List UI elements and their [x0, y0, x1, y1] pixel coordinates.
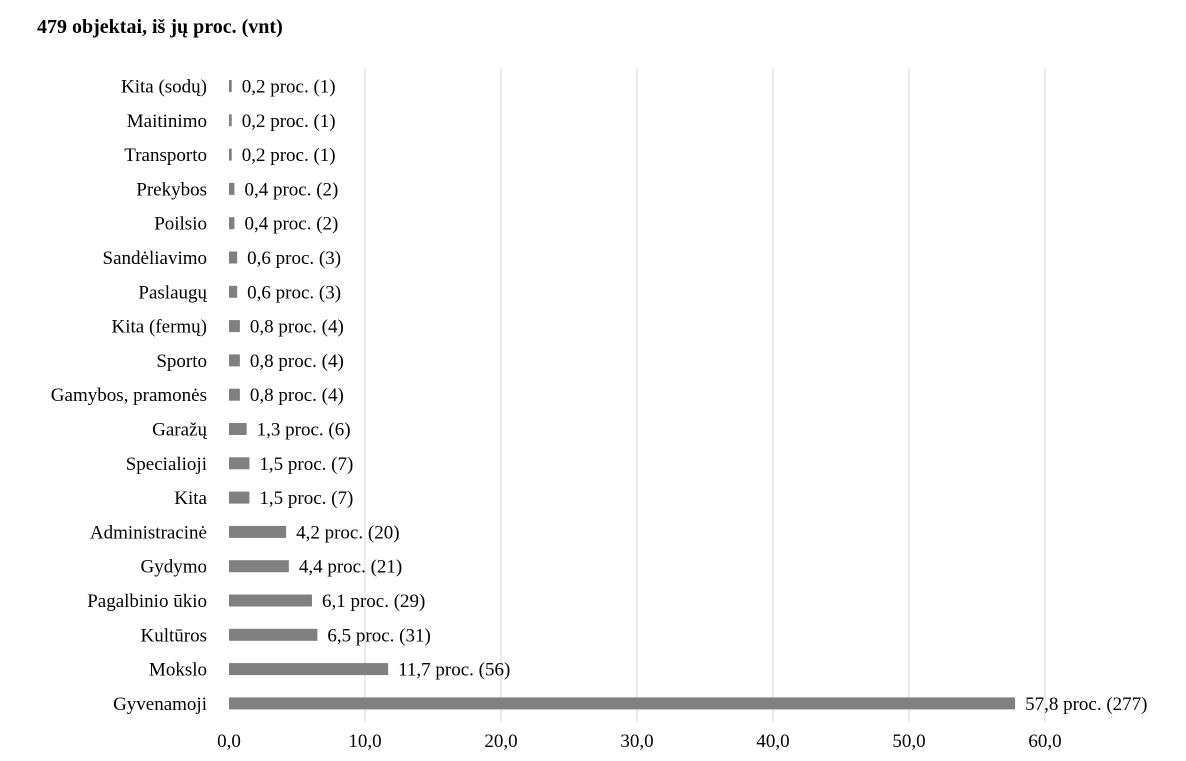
data-label: 1,5 proc. (7) — [259, 454, 353, 475]
category-label: Gamybos, pramonės — [51, 385, 207, 406]
bars — [229, 80, 1016, 710]
data-label: 57,8 proc. (277) — [1025, 694, 1147, 715]
category-label: Kultūros — [141, 625, 208, 646]
x-tick-label: 10,0 — [348, 731, 381, 752]
bar — [229, 80, 232, 92]
bar — [229, 148, 232, 161]
bar — [229, 251, 238, 264]
category-label: Kita (sodų) — [121, 77, 207, 98]
x-tick-label: 30,0 — [620, 731, 653, 752]
bar — [229, 457, 250, 470]
bar — [229, 423, 247, 435]
category-labels: Kita (sodų) Maitinimo Transporto Prekybos Po… — [51, 77, 208, 715]
category-label: Specialioji — [126, 454, 207, 475]
bar — [229, 594, 312, 607]
bar — [229, 491, 250, 504]
bar — [229, 388, 240, 401]
data-label: 11,7 proc. (56) — [398, 660, 510, 681]
category-label: Transporto — [124, 145, 207, 166]
x-axis-ticks: 0,0 10,0 20,0 30,0 40,0 50,0 60,0 — [217, 731, 1062, 752]
bar — [229, 182, 235, 195]
data-label: 0,6 proc. (3) — [247, 282, 341, 303]
x-tick-label: 40,0 — [756, 731, 789, 752]
category-label: Kita (fermų) — [112, 317, 207, 338]
bar — [229, 320, 240, 333]
bar — [229, 663, 389, 676]
category-label: Garažų — [152, 420, 207, 441]
data-label: 0,6 proc. (3) — [247, 248, 341, 269]
x-tick-label: 50,0 — [892, 731, 925, 752]
data-label: 0,8 proc. (4) — [250, 385, 344, 406]
x-tick-label: 20,0 — [484, 731, 517, 752]
category-label: Pagalbinio ūkio — [87, 591, 207, 612]
data-label: 4,4 proc. (21) — [299, 557, 402, 578]
bar — [229, 525, 287, 538]
data-label: 6,5 proc. (31) — [327, 625, 430, 646]
data-label: 0,2 proc. (1) — [242, 111, 336, 132]
data-label: 0,4 proc. (2) — [244, 179, 338, 200]
x-tick-label: 0,0 — [217, 731, 241, 752]
category-label: Sandėliavimo — [103, 248, 207, 269]
bar — [229, 217, 235, 230]
category-label: Mokslo — [149, 660, 207, 681]
gridlines — [364, 68, 1046, 722]
data-label: 1,5 proc. (7) — [259, 488, 353, 509]
data-label: 1,3 proc. (6) — [257, 420, 351, 441]
bar — [229, 285, 238, 298]
bar — [229, 354, 240, 367]
data-label: 0,8 proc. (4) — [250, 351, 344, 372]
bar — [229, 560, 289, 573]
category-label: Gyvenamoji — [113, 694, 207, 715]
category-label: Maitinimo — [127, 111, 207, 132]
x-tick-label: 60,0 — [1028, 731, 1061, 752]
category-label: Poilsio — [154, 214, 207, 235]
category-label: Prekybos — [136, 179, 207, 200]
bar — [229, 628, 318, 641]
data-label: 0,4 proc. (2) — [244, 214, 338, 235]
category-label: Paslaugų — [138, 282, 207, 303]
bar — [229, 114, 232, 127]
category-label: Administracinė — [90, 522, 207, 543]
chart-title: 479 objektai, iš jų proc. (vnt) — [37, 16, 283, 38]
data-label: 0,2 proc. (1) — [242, 77, 336, 98]
data-labels: 0,2 proc. (1) 0,2 proc. (1) 0,2 proc. (1) 0… — [242, 77, 1148, 715]
data-label: 0,8 proc. (4) — [250, 317, 344, 338]
category-label: Kita — [174, 488, 207, 509]
category-label: Sporto — [156, 351, 207, 372]
data-label: 6,1 proc. (29) — [322, 591, 425, 612]
data-label: 4,2 proc. (20) — [296, 522, 399, 543]
bar — [229, 697, 1016, 710]
data-label: 0,2 proc. (1) — [242, 145, 336, 166]
category-label: Gydymo — [141, 557, 208, 578]
